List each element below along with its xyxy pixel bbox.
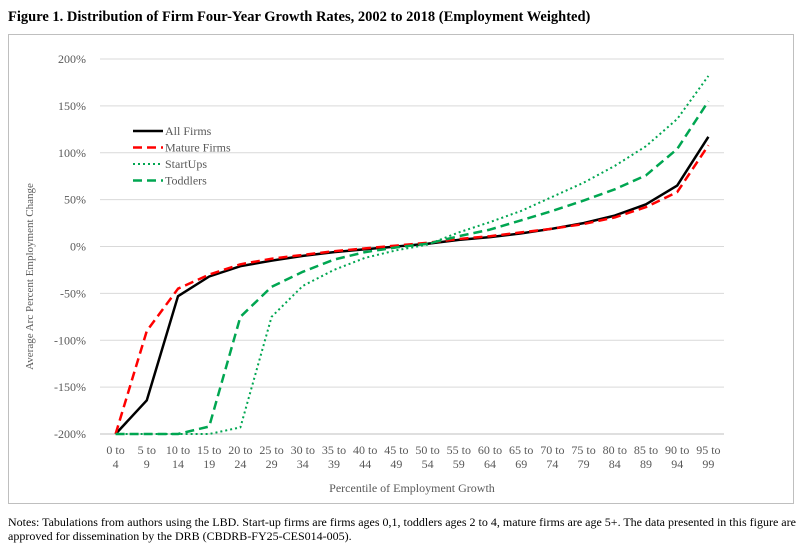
x-tick-label: 5 to 9: [138, 443, 156, 471]
x-tick-label: 50 to 54: [415, 443, 439, 471]
x-tick-label: 85 to 89: [634, 443, 658, 471]
y-tick-label: 0%: [70, 240, 86, 254]
x-axis-title: Percentile of Employment Growth: [329, 481, 495, 495]
x-tick-label: 40 to 44: [353, 443, 377, 471]
x-tick-label: 90 to 94: [665, 443, 689, 471]
y-tick-label: -50%: [60, 286, 86, 300]
legend-label: Toddlers: [165, 174, 207, 188]
legend-label: Mature Firms: [165, 141, 231, 155]
series-line-startups: [115, 75, 710, 435]
x-tick-label: 45 to 49: [384, 443, 408, 471]
x-tick-label: 30 to 34: [291, 443, 315, 471]
y-tick-label: -100%: [54, 333, 86, 347]
series-line-mature-firms: [114, 144, 710, 435]
x-tick-label: 20 to 24: [228, 443, 252, 471]
x-tick-label: 55 to 59: [447, 443, 471, 471]
legend-label: All Firms: [165, 124, 212, 138]
y-tick-label: -150%: [54, 380, 86, 394]
y-tick-label: -200%: [54, 427, 86, 441]
x-tick-label: 25 to 29: [259, 443, 283, 471]
chart-frame: [8, 34, 794, 504]
legend-label: StartUps: [165, 157, 207, 171]
line-chart: -200% -150% -100% -50% 0% 50% 100% 150% 200% 0 to…: [24, 52, 724, 495]
figure-title: Figure 1. Distribution of Firm Four-Year…: [8, 9, 591, 25]
x-tick-label: 0 to 4: [106, 443, 124, 471]
x-tick-label: 95 to 99: [696, 443, 720, 471]
y-tick-label: 150%: [58, 99, 86, 113]
x-tick-label: 10 to 14: [166, 443, 190, 471]
x-tick-label: 70 to 74: [540, 443, 564, 471]
y-tick-label: 200%: [58, 52, 86, 66]
x-tick-label: 80 to 84: [603, 443, 627, 471]
x-tick-label: 35 to 39: [322, 443, 346, 471]
y-axis-title: Average Arc Percent Employment Change: [24, 183, 36, 370]
y-tick-label: 50%: [64, 193, 86, 207]
y-tick-label: 100%: [58, 146, 86, 160]
x-tick-label: 65 to 69: [509, 443, 533, 471]
figure-notes: Notes: Tabulations from authors using th…: [8, 515, 796, 543]
series-line-toddlers: [115, 100, 710, 436]
x-tick-label: 15 to 19: [197, 443, 221, 471]
x-tick-label: 75 to 79: [571, 443, 595, 471]
x-tick-label: 60 to 64: [478, 443, 502, 471]
